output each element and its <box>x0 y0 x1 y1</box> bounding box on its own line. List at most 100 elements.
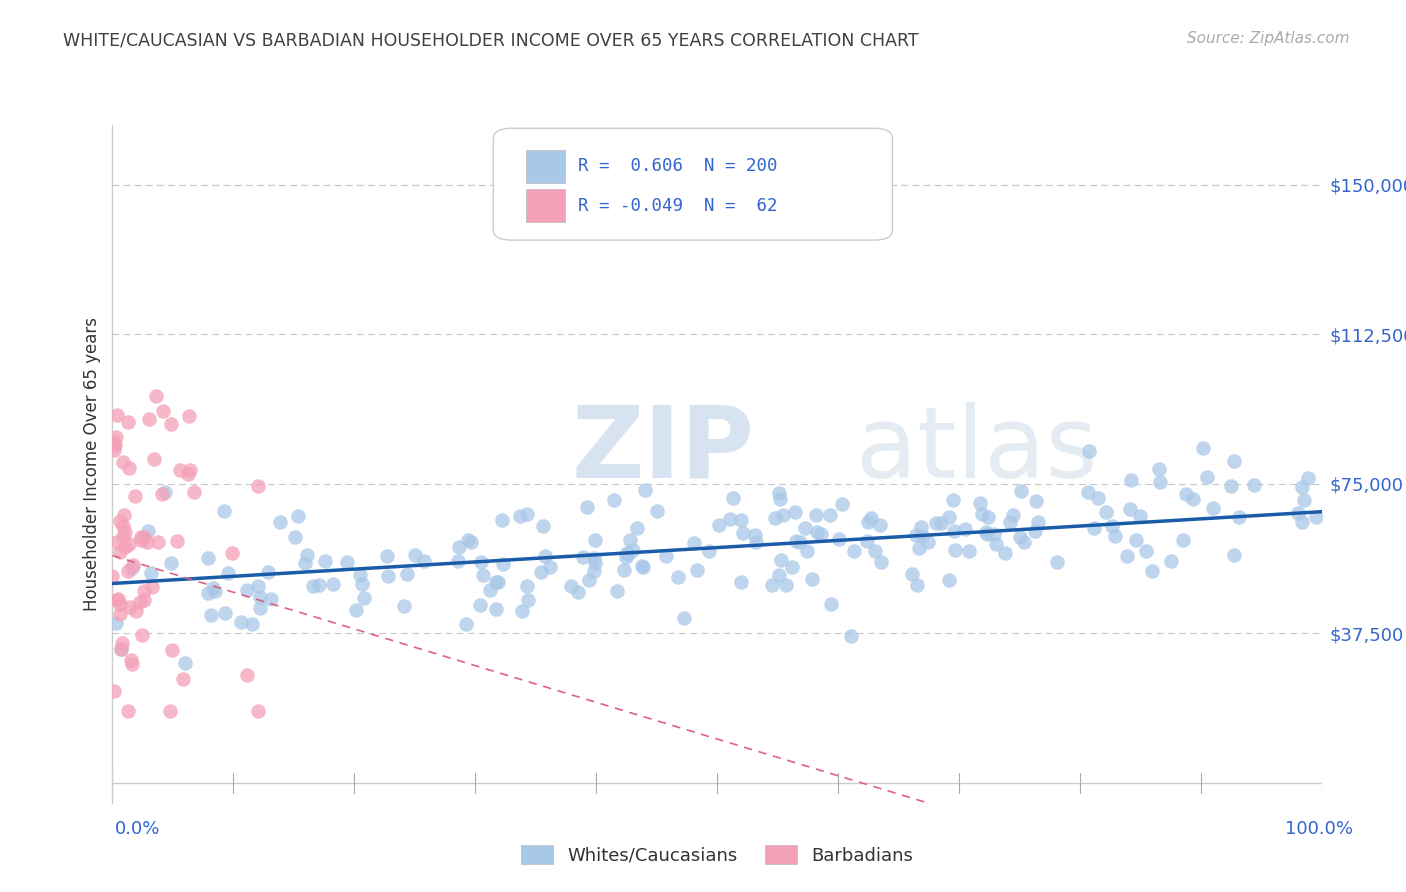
Point <box>772 508 794 523</box>
Point <box>132 530 155 544</box>
Point <box>197 586 219 600</box>
Point <box>1026 515 1049 529</box>
Point <box>350 576 373 591</box>
Point <box>152 403 174 417</box>
Point <box>1181 492 1204 507</box>
Point <box>120 653 142 667</box>
Point <box>631 560 654 574</box>
Point <box>801 572 824 586</box>
Point <box>136 524 159 539</box>
Point <box>108 544 131 558</box>
Point <box>685 563 707 577</box>
Point <box>246 704 269 718</box>
Point <box>531 518 554 533</box>
Point <box>120 600 142 615</box>
Point <box>582 551 605 566</box>
Point <box>105 535 128 549</box>
Point <box>166 533 188 548</box>
Point <box>344 603 367 617</box>
Point <box>998 516 1021 530</box>
Point <box>631 558 654 573</box>
Point <box>571 549 593 564</box>
Point <box>768 485 790 500</box>
Point <box>530 565 553 579</box>
Point <box>142 452 165 467</box>
Point <box>673 611 696 625</box>
Point <box>796 544 818 558</box>
Point <box>911 529 934 543</box>
FancyBboxPatch shape <box>526 150 565 183</box>
Text: ZIP: ZIP <box>572 401 755 499</box>
Point <box>118 460 141 475</box>
Point <box>375 549 398 563</box>
Point <box>578 573 600 587</box>
Point <box>179 463 201 477</box>
Point <box>110 607 132 621</box>
Point <box>789 534 811 549</box>
Point <box>229 615 252 629</box>
Point <box>146 535 169 549</box>
Point <box>114 540 136 554</box>
Point <box>785 534 807 549</box>
Point <box>516 593 538 607</box>
Point <box>145 389 167 403</box>
Point <box>1010 484 1032 499</box>
Point <box>533 549 555 563</box>
Point <box>160 642 183 657</box>
Point <box>1175 487 1198 501</box>
Point <box>733 526 755 541</box>
Point <box>110 641 132 656</box>
Y-axis label: Householder Income Over 65 years: Householder Income Over 65 years <box>83 317 101 611</box>
Point <box>1012 535 1035 549</box>
Point <box>246 479 269 493</box>
Point <box>412 554 434 568</box>
Point <box>204 583 226 598</box>
Point <box>460 535 482 549</box>
Point <box>510 604 533 618</box>
Point <box>1077 484 1099 499</box>
Point <box>101 569 124 583</box>
Point <box>842 544 865 558</box>
Point <box>160 417 183 431</box>
Point <box>479 582 502 597</box>
Point <box>1220 479 1243 493</box>
Point <box>869 518 891 533</box>
Point <box>491 513 513 527</box>
Point <box>905 528 928 542</box>
Point <box>910 519 932 533</box>
Point <box>236 583 259 598</box>
Point <box>122 558 145 572</box>
Point <box>492 557 515 571</box>
Point <box>269 515 291 529</box>
Point <box>249 600 271 615</box>
Point <box>1010 530 1032 544</box>
Point <box>103 435 125 450</box>
Point <box>699 544 721 558</box>
Point <box>177 409 200 424</box>
Text: R =  0.606  N = 200: R = 0.606 N = 200 <box>578 157 778 175</box>
Point <box>1046 555 1069 569</box>
Point <box>124 489 146 503</box>
Point <box>1286 506 1309 520</box>
Point <box>1083 521 1105 535</box>
Point <box>654 549 676 563</box>
Point <box>1135 544 1157 558</box>
Point <box>212 504 235 518</box>
Point <box>404 548 426 562</box>
Point <box>1197 469 1219 483</box>
Point <box>104 438 127 452</box>
Point <box>709 518 731 533</box>
Point <box>470 555 492 569</box>
Point <box>173 657 195 671</box>
Point <box>1305 510 1327 524</box>
Point <box>131 628 153 642</box>
Point <box>810 527 832 541</box>
Point <box>153 484 176 499</box>
Point <box>905 577 928 591</box>
Point <box>1243 478 1265 492</box>
Point <box>125 604 148 618</box>
Point <box>456 616 478 631</box>
Point <box>247 579 270 593</box>
Text: 0.0%: 0.0% <box>115 820 160 838</box>
Point <box>118 537 141 551</box>
